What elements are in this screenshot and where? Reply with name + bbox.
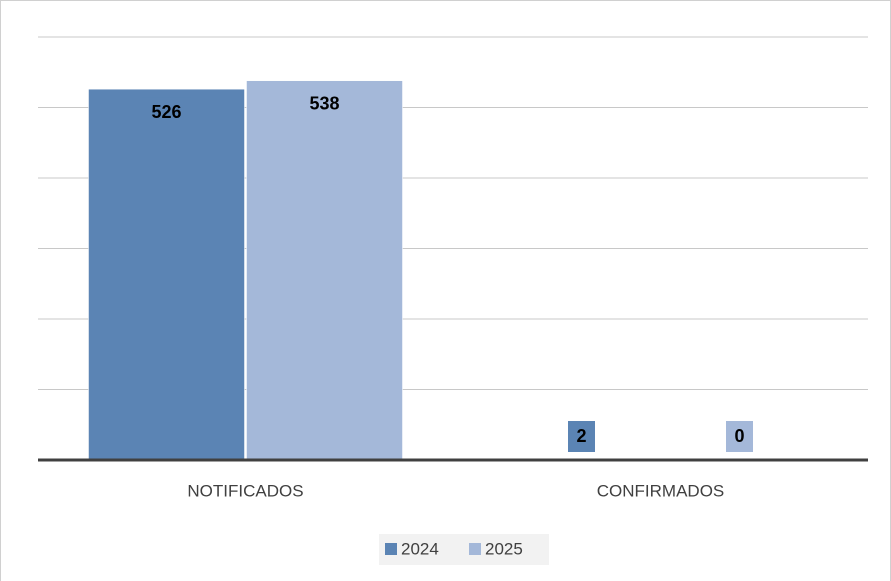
- value-label: 0: [734, 426, 744, 446]
- bar: [246, 80, 403, 461]
- legend-label: 2024: [401, 539, 439, 558]
- value-label-box: [726, 421, 753, 452]
- value-label-box: [300, 88, 349, 120]
- value-label: 538: [309, 93, 339, 113]
- bar: [88, 88, 245, 461]
- value-label-box: [142, 97, 191, 129]
- x-tick-label: CONFIRMADOS: [597, 481, 725, 500]
- legend-box: [379, 534, 549, 565]
- legend-swatch: [385, 543, 397, 555]
- value-label: 2: [576, 426, 586, 446]
- value-label: 526: [151, 102, 181, 122]
- legend-label: 2025: [485, 539, 523, 558]
- legend-swatch: [469, 543, 481, 555]
- x-tick-label: NOTIFICADOS: [187, 481, 303, 500]
- value-label-box: [568, 421, 595, 452]
